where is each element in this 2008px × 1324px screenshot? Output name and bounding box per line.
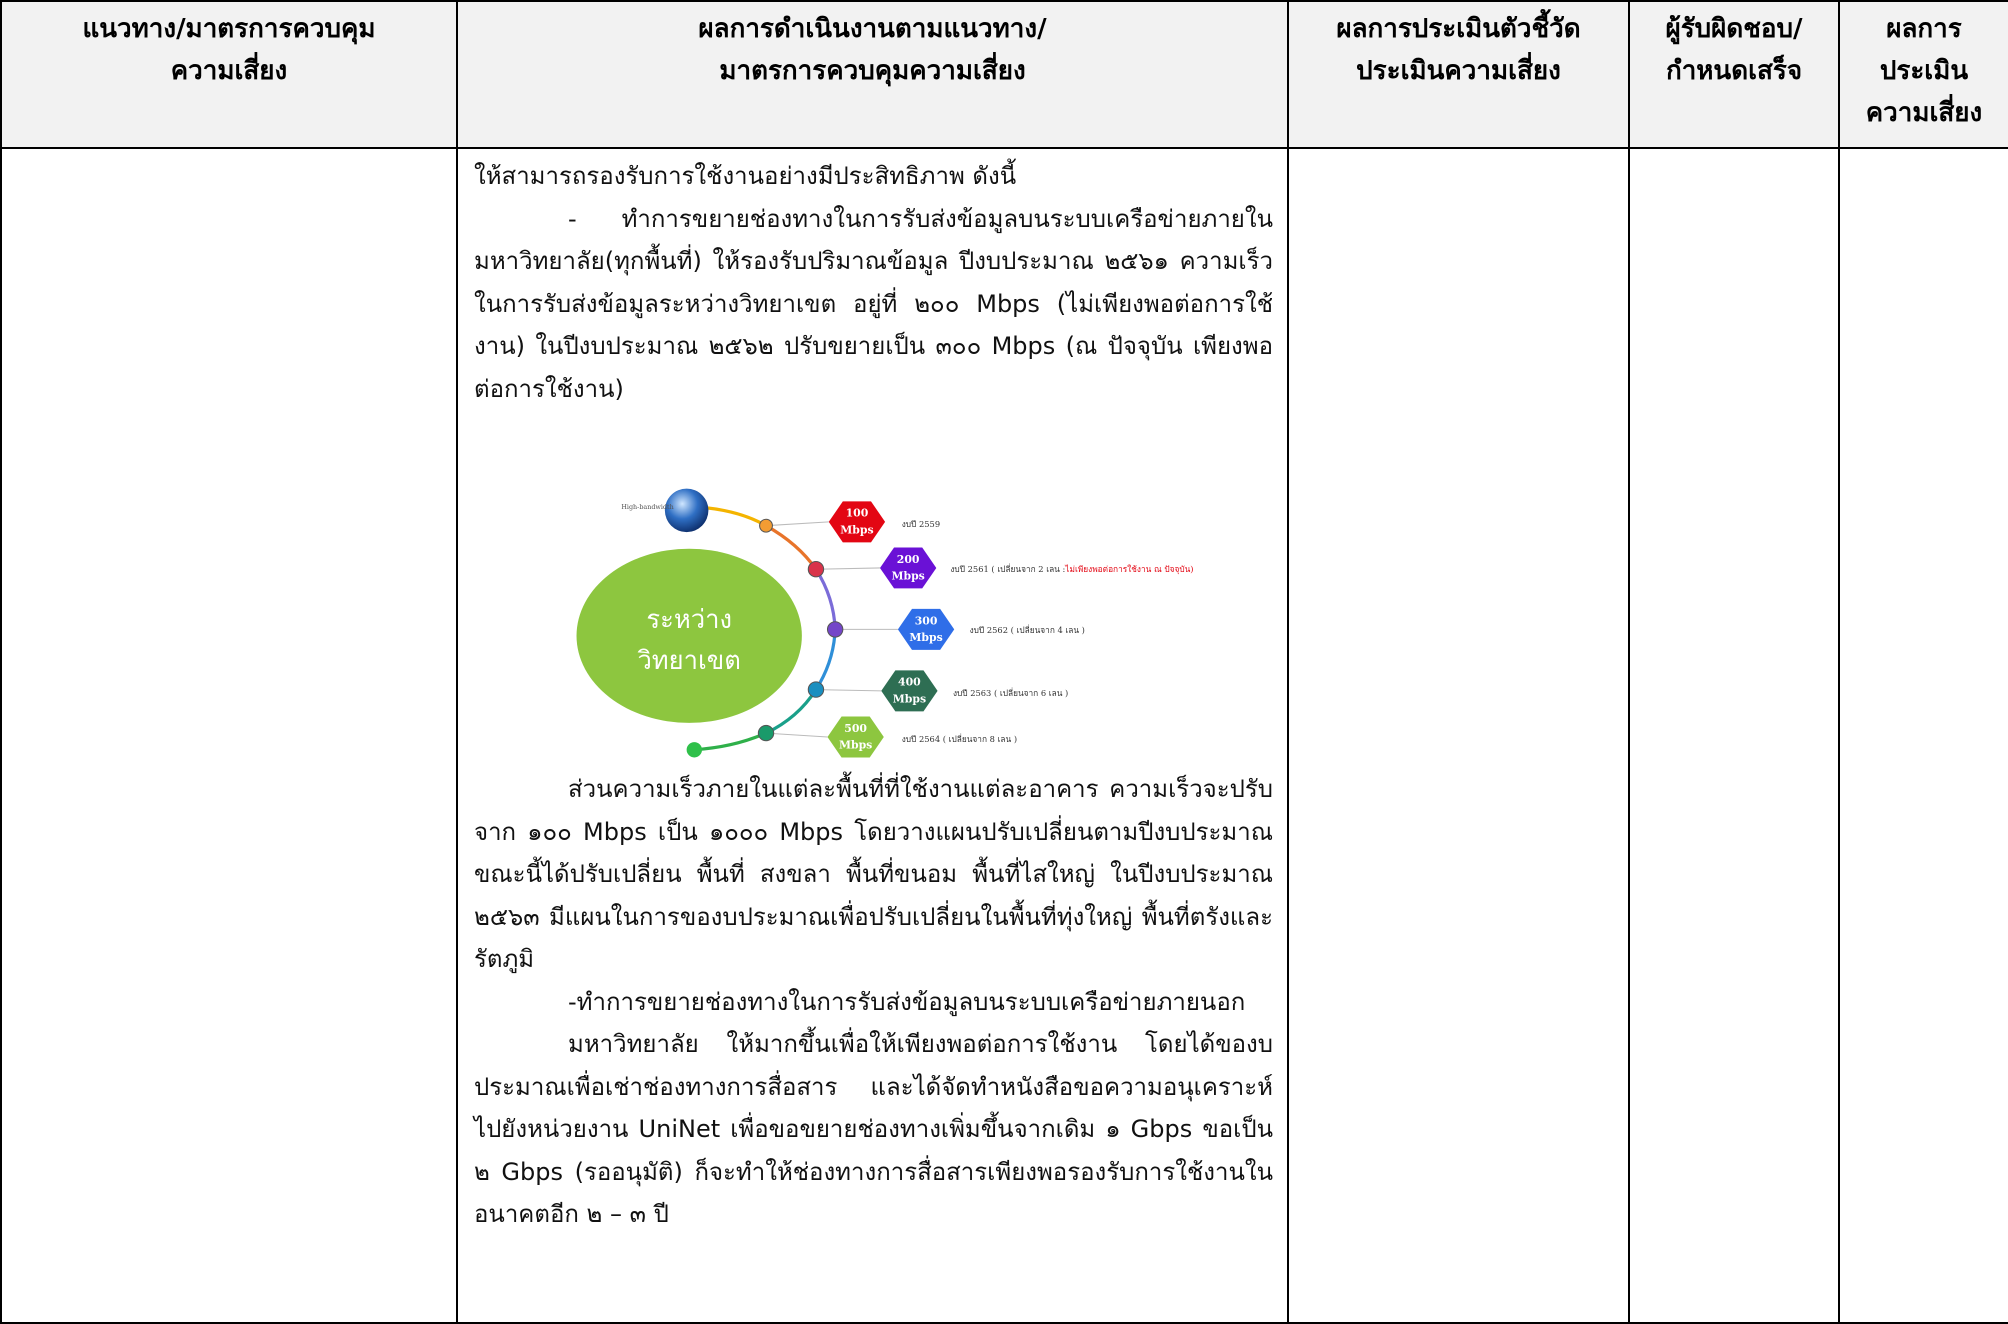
result-cell: ให้สามารถรองรับการใช้งานอย่างมีประสิทธิภ…	[456, 147, 1289, 1324]
nodes	[686, 518, 844, 758]
connectors	[765, 521, 898, 738]
empty-cell	[1628, 147, 1840, 1324]
globe	[664, 488, 709, 533]
header-cell: ผลการดำเนินงานตามแนวทาง/มาตรการควบคุมควา…	[456, 0, 1289, 149]
header-cell: ผลการประเมินตัวชี้วัดประเมินความเสี่ยง	[1287, 0, 1630, 149]
empty-cell	[0, 147, 458, 1324]
hexagon	[828, 501, 886, 543]
paragraph: -ทำการขยายช่องทางในการรับส่งข้อมูลบนระบบ…	[568, 987, 1246, 1016]
hexagon	[897, 608, 955, 650]
empty-cell	[1287, 147, 1630, 1324]
header-line: ผลการประเมินตัวชี้วัด	[1336, 14, 1581, 44]
hexagon	[881, 670, 938, 712]
speed-unit: Mbps	[891, 569, 924, 582]
header-line: มาตรการควบคุมความเสี่ยง	[719, 56, 1026, 86]
speed-unit: Mbps	[909, 631, 942, 644]
year-label: งบปี 2561 ( เปลี่ยนจาก 2 เลน :ไม่เพียงพอ…	[950, 563, 1193, 575]
header-line: กำหนดเสร็จ	[1665, 56, 1803, 86]
speed: 100	[846, 507, 869, 520]
year-label: งบปี 2559	[902, 519, 940, 529]
header-cell: ผู้รับผิดชอบ/กำหนดเสร็จ	[1628, 0, 1840, 149]
hexagon	[827, 716, 884, 758]
speed: 300	[915, 614, 938, 627]
year-label-note: ไม่เพียงพอต่อการใช้งาน ณ ปัจจุบัน)	[1064, 564, 1193, 575]
paragraph: มหาวิทยาลัย ให้มากขึ้นเพื่อให้เพียงพอต่อ…	[474, 1030, 1273, 1228]
header-line: ผลการ	[1886, 14, 1962, 44]
header-line: ประเมินความเสี่ยง	[1356, 56, 1561, 86]
header-row: แนวทาง/มาตรการควบคุมความเสี่ยง ผลการดำเน…	[0, 0, 2008, 149]
year-label-text: งบปี 2561 ( เปลี่ยนจาก 2 เลน :	[950, 563, 1065, 574]
header-line: แนวทาง/มาตรการควบคุม	[82, 14, 376, 44]
header-cell: ผลการประเมินความเสี่ยง	[1838, 0, 2008, 149]
speed-unit: Mbps	[840, 523, 873, 536]
header-line: ประเมิน	[1879, 56, 1969, 86]
header-line: ความเสี่ยง	[170, 56, 288, 86]
speed: 500	[844, 722, 867, 735]
speed: 200	[897, 553, 920, 566]
paragraph: ให้สามารถรองรับการใช้งานอย่างมีประสิทธิภ…	[474, 162, 1017, 190]
header-cell: แนวทาง/มาตรการควบคุมความเสี่ยง	[0, 0, 458, 149]
source-label: High-bandwidth	[621, 503, 673, 511]
center-ellipse	[576, 548, 802, 723]
header-line: ผลการดำเนินงานตามแนวทาง/	[698, 14, 1047, 44]
speed-unit: Mbps	[893, 692, 926, 705]
empty-cell	[1838, 147, 2008, 1324]
center-text: ระหว่าง	[646, 605, 732, 635]
speed-unit: Mbps	[839, 738, 872, 751]
year-label: งบปี 2563 ( เปลี่ยนจาก 6 เลน )	[953, 687, 1068, 698]
paragraph: ส่วนความเร็วภายในแต่ละพื้นที่ที่ใช้งานแต…	[474, 775, 1273, 973]
body-row: ให้สามารถรองรับการใช้งานอย่างมีประสิทธิภ…	[0, 147, 2008, 1324]
hexagon	[879, 547, 937, 589]
paragraph: - ทำการขยายช่องทางในการรับส่งข้อมูลบนระบ…	[474, 204, 1273, 403]
bandwidth-diagram: ระหว่าง วิทยาเขต High-bandwidth 100Mbps …	[576, 488, 1194, 758]
year-label: งบปี 2562 ( เปลี่ยนจาก 4 เลน )	[970, 624, 1085, 635]
header-line: ผู้รับผิดชอบ/	[1665, 14, 1803, 44]
speed: 400	[898, 676, 921, 689]
center-text: วิทยาเขต	[637, 646, 741, 676]
year-label: งบปี 2564 ( เปลี่ยนจาก 8 เลน )	[902, 733, 1017, 744]
header-line: ความเสี่ยง	[1865, 98, 1983, 128]
